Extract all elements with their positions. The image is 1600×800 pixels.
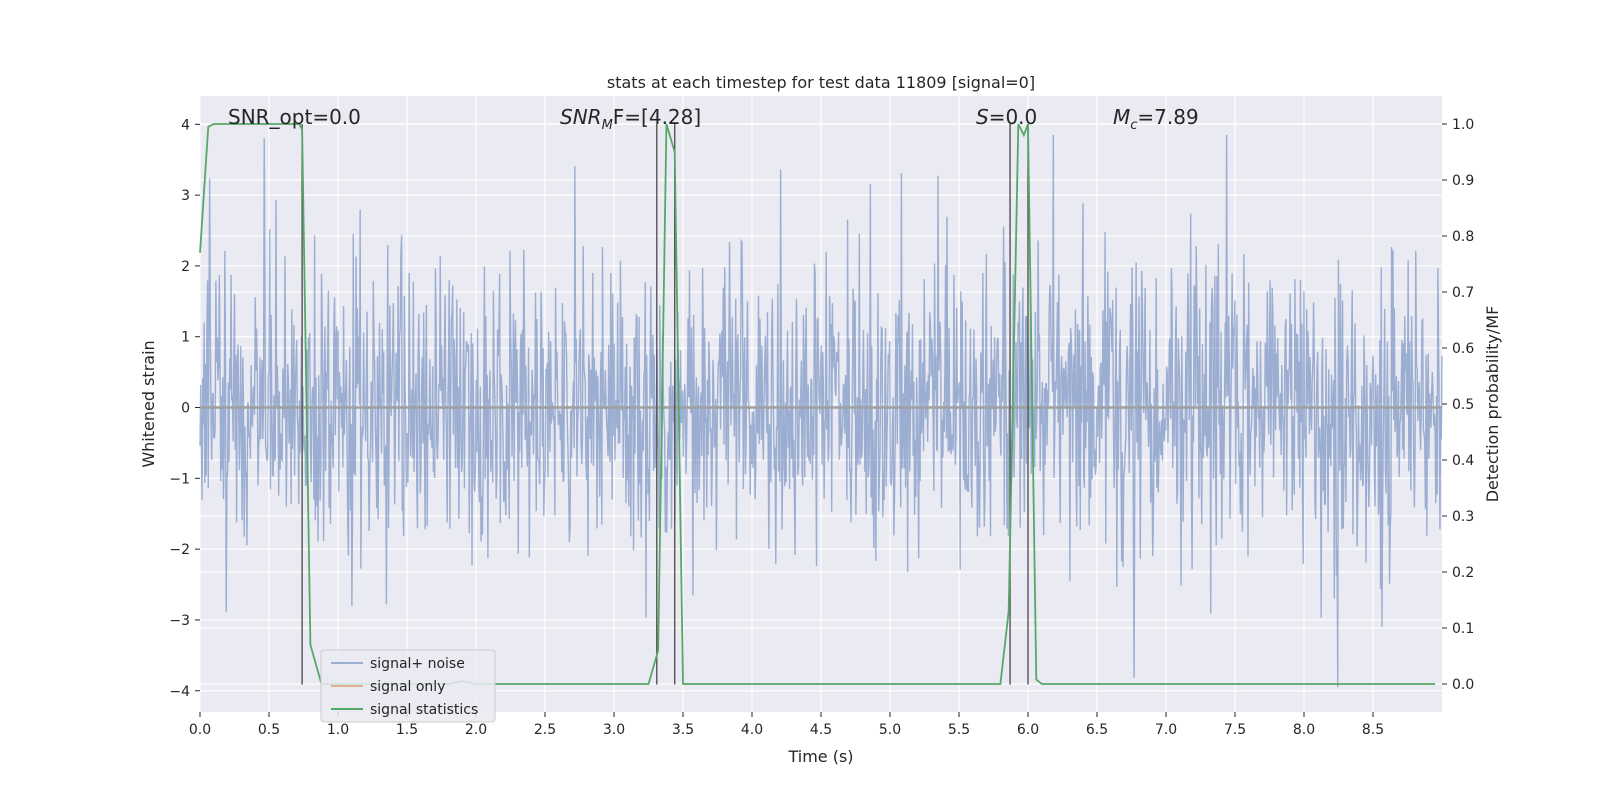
legend-label-signal-only: signal only: [370, 679, 445, 695]
y-left-tick-label-2: 2: [181, 259, 190, 275]
annotation-s-main: S: [976, 105, 989, 129]
y-right-tick-label-8: 0.2: [1452, 565, 1474, 581]
y-axis-right-label: Detection probability/MF: [1483, 306, 1502, 503]
annotation-mc: Mc=7.89: [1113, 105, 1199, 133]
x-tick-label-11: 5.5: [948, 722, 970, 738]
annotation-mc-rest: =7.89: [1137, 105, 1198, 129]
x-tick-label-14: 7.0: [1155, 722, 1177, 738]
y-right-tick-label-7: 0.3: [1452, 509, 1474, 525]
x-tick-label-4: 2.0: [465, 722, 487, 738]
annotation-snr-mf-main: SNR: [560, 105, 602, 129]
annotation-mc-sub: c: [1130, 118, 1137, 133]
x-tick-label-16: 8.0: [1293, 722, 1315, 738]
x-tick-label-15: 7.5: [1224, 722, 1246, 738]
y-right-tick-label-4: 0.6: [1452, 341, 1474, 357]
annotation-s: S=0.0: [976, 105, 1037, 129]
x-tick-label-2: 1.0: [327, 722, 349, 738]
x-tick-label-17: 8.5: [1362, 722, 1384, 738]
x-tick-label-13: 6.5: [1086, 722, 1108, 738]
x-tick-label-6: 3.0: [603, 722, 625, 738]
legend-label-signal-statistics: signal statistics: [370, 702, 478, 718]
y-right-tick-label-2: 0.8: [1452, 229, 1474, 245]
noise-series-line: [199, 134, 1443, 688]
signal-statistics-series: [199, 123, 1436, 685]
legend: signal+ noise signal only signal statist…: [320, 649, 496, 723]
y-axis-left-ticks: 4 3 2 1 0 −1 −2 −3 −4: [169, 117, 200, 700]
annotation-snr-mf-rest: F=[4.28]: [613, 105, 701, 129]
annotation-snr-mf: SNRMF=[4.28]: [560, 105, 701, 133]
noise-series: [199, 134, 1443, 688]
x-tick-label-0: 0.0: [189, 722, 211, 738]
y-right-tick-label-1: 0.9: [1452, 173, 1474, 189]
y-right-tick-label-9: 0.1: [1452, 621, 1474, 637]
legend-label-signal-noise: signal+ noise: [370, 656, 465, 672]
vertical-markers: [301, 124, 1029, 685]
y-left-tick-label-4: 0: [181, 401, 190, 417]
y-left-tick-label-6: −2: [169, 542, 190, 558]
x-tick-label-7: 3.5: [672, 722, 694, 738]
annotation-snr-opt: SNR_opt=0.0: [228, 105, 361, 129]
x-axis-ticks: 0.0 0.5 1.0 1.5 2.0 2.5 3.0 3.5 4.0 4.5 5.0 5.5 6.0 6…: [189, 712, 1384, 738]
y-right-tick-label-6: 0.4: [1452, 453, 1474, 469]
y-right-tick-label-3: 0.7: [1452, 285, 1474, 301]
x-tick-label-12: 6.0: [1017, 722, 1039, 738]
chart-title: stats at each timestep for test data 118…: [607, 73, 1035, 92]
y-left-tick-label-3: 1: [181, 330, 190, 346]
x-axis-label: Time (s): [787, 747, 853, 766]
annotation-mc-main: M: [1113, 105, 1130, 129]
x-tick-label-9: 4.5: [810, 722, 832, 738]
legend-box: [320, 649, 496, 723]
y-right-tick-label-0: 1.0: [1452, 117, 1474, 133]
y-right-tick-label-10: 0.0: [1452, 677, 1474, 693]
y-right-tick-label-5: 0.5: [1452, 397, 1474, 413]
x-tick-label-5: 2.5: [534, 722, 556, 738]
y-left-tick-label-0: 4: [181, 117, 190, 133]
y-left-tick-label-1: 3: [181, 188, 190, 204]
x-tick-label-8: 4.0: [741, 722, 763, 738]
y-axis-left-label: Whitened strain: [139, 340, 158, 467]
y-left-tick-label-7: −3: [169, 613, 190, 629]
annotation-snr-mf-sub: M: [602, 118, 613, 133]
x-tick-label-1: 0.5: [258, 722, 280, 738]
y-axis-right-ticks: 1.0 0.9 0.8 0.7 0.6 0.5 0.4 0.3 0.2 0.1 0.0: [1442, 117, 1474, 693]
x-tick-label-10: 5.0: [879, 722, 901, 738]
y-left-tick-label-8: −4: [169, 684, 190, 700]
y-left-tick-label-5: −1: [169, 471, 190, 487]
annotation-s-rest: =0.0: [989, 105, 1038, 129]
x-tick-label-3: 1.5: [396, 722, 418, 738]
signal-statistics-line: [199, 123, 1436, 685]
